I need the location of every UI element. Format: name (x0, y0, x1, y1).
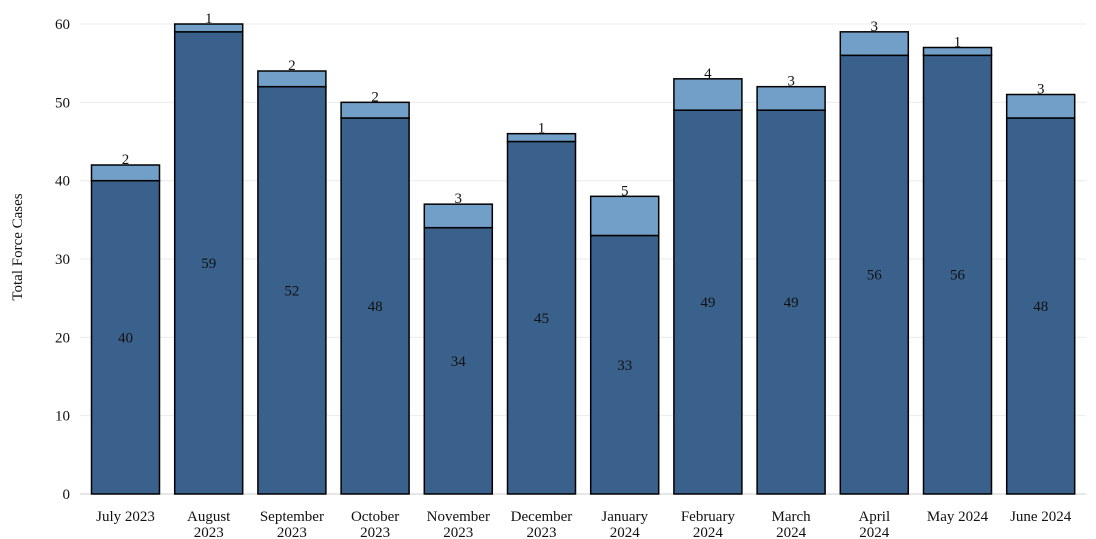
bar-segment-primary (922, 54, 993, 495)
y-tick-label: 0 (63, 487, 71, 503)
bar-segment-secondary (589, 195, 660, 237)
x-category-label: March 2024 (772, 509, 812, 539)
x-category-label: February 2024 (681, 509, 736, 539)
secondary-value-label: 3 (455, 191, 463, 207)
secondary-value-label: 1 (205, 11, 213, 27)
bar-segment-primary (257, 85, 327, 495)
secondary-value-label: 1 (954, 35, 962, 51)
secondary-value-label: 2 (122, 152, 130, 168)
secondary-value-label: 1 (538, 121, 546, 137)
bar-segment-primary (90, 179, 161, 495)
bar-segment-primary (506, 140, 577, 495)
x-category-label: June 2024 (1010, 509, 1072, 525)
secondary-value-label: 3 (871, 19, 879, 35)
primary-value-label: 48 (368, 299, 383, 315)
primary-value-label: 48 (1033, 299, 1048, 315)
bar-segment-primary (1005, 117, 1076, 495)
x-category-label: November 2023 (427, 509, 490, 539)
primary-value-label: 49 (700, 295, 715, 311)
bar-segment-secondary (173, 23, 244, 33)
bar-segment-primary (673, 109, 743, 495)
bar-segment-secondary (90, 164, 161, 182)
bar-segment-secondary (257, 70, 327, 88)
primary-value-label: 40 (118, 330, 133, 346)
secondary-value-label: 3 (787, 74, 795, 90)
bar-segment-secondary (423, 203, 494, 229)
bar-segment-primary (839, 54, 910, 495)
x-category-label: May 2024 (927, 509, 989, 525)
bar-segment-primary (340, 117, 410, 495)
bar-segment-secondary (756, 85, 826, 111)
secondary-value-label: 4 (704, 66, 712, 82)
primary-value-label: 45 (534, 311, 549, 327)
primary-value-label: 49 (784, 295, 799, 311)
bar-segment-primary (423, 226, 494, 495)
y-tick-label: 40 (55, 174, 70, 190)
bar-segment-primary (173, 31, 244, 495)
bar-segment-secondary (673, 78, 743, 111)
y-axis: 0 10 20 30 40 50 60 (55, 17, 1086, 503)
primary-value-label: 56 (950, 268, 966, 284)
secondary-value-label: 3 (1037, 82, 1045, 98)
y-tick-label: 60 (55, 17, 70, 33)
bar-segment-secondary (839, 31, 910, 57)
primary-value-label: 52 (284, 283, 299, 299)
secondary-value-label: 5 (621, 183, 629, 199)
y-tick-label: 20 (55, 330, 70, 346)
primary-value-label: 34 (451, 354, 467, 370)
bar-segment-secondary (506, 132, 577, 143)
x-category-label: December 2023 (511, 509, 573, 539)
bar-segment-primary (756, 109, 826, 495)
gridlines (80, 23, 1086, 495)
bar-segment-secondary (1005, 93, 1076, 119)
x-category-label: January 2024 (601, 509, 648, 539)
bar-segment-primary (589, 234, 660, 495)
x-category-label: August 2023 (187, 509, 231, 539)
bars (90, 23, 1076, 495)
x-axis: July 2023 August 2023 September 2023 October 2… (96, 509, 1072, 539)
bar-segment-secondary (922, 46, 993, 57)
primary-value-label: 56 (867, 268, 883, 284)
secondary-value-label: 2 (288, 58, 296, 74)
secondary-value-label: 2 (371, 89, 379, 105)
primary-value-label: 59 (201, 256, 216, 272)
bar-segment-secondary (340, 101, 410, 119)
x-category-label: October 2023 (351, 509, 399, 539)
y-tick-label: 50 (55, 95, 70, 111)
y-tick-label: 10 (55, 409, 70, 425)
y-tick-label: 30 (55, 252, 70, 268)
primary-value-label: 33 (617, 358, 632, 374)
y-axis-title: Total Force Cases (10, 193, 26, 300)
x-category-label: April 2024 (858, 509, 890, 539)
x-category-label: July 2023 (96, 509, 155, 525)
data-labels: 40 2 59 1 52 2 48 2 34 3 45 1 33 5 49 4 49 3 56 3 56 1 48 3 (118, 11, 1048, 374)
x-category-label: September 2023 (260, 509, 324, 539)
